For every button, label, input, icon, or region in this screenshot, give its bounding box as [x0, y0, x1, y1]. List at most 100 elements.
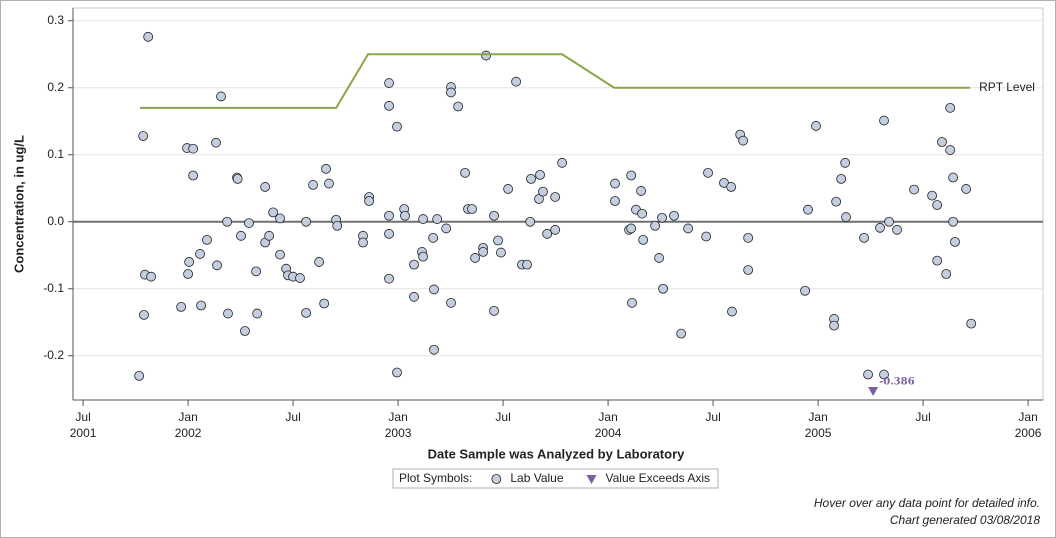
data-point: [332, 220, 343, 231]
x-tick-label-line: 2002: [175, 426, 202, 440]
data-point: [143, 31, 154, 42]
data-point: [636, 186, 646, 196]
y-axis-title: Concentration, in ug/L: [11, 135, 26, 273]
x-tick-label-line: Jul: [285, 410, 300, 424]
data-point: [364, 196, 375, 206]
exceeds-marker: [868, 387, 879, 396]
data-point: [637, 208, 648, 219]
data-point: [321, 163, 331, 174]
data-point: [441, 223, 452, 234]
data-point: [446, 297, 456, 308]
data-point: [932, 200, 943, 210]
data-point: [232, 173, 243, 184]
data-point: [470, 253, 481, 263]
data-point: [526, 173, 536, 184]
legend: Plot Symbols: Lab Value Value Exceeds Axis: [392, 468, 719, 489]
data-point: [324, 178, 334, 189]
data-point: [950, 236, 960, 247]
footnote: Chart generated 03/08/2018: [890, 513, 1040, 527]
data-point: [676, 328, 687, 339]
data-point: [489, 210, 499, 221]
data-point: [418, 214, 428, 224]
data-point: [467, 204, 477, 214]
data-point: [212, 260, 222, 271]
data-point: [638, 234, 649, 245]
plot-area: [72, 7, 1044, 401]
x-tick-label-line: Jul: [75, 410, 90, 424]
y-tick-label: 0.1: [47, 147, 64, 161]
data-point: [961, 184, 972, 194]
data-point: [909, 184, 919, 195]
x-tick-label: Jan 2002: [175, 410, 202, 440]
data-point: [803, 204, 813, 215]
data-point: [453, 101, 464, 112]
footnote: Hover over any data point for detailed i…: [814, 496, 1040, 510]
data-point: [428, 232, 439, 243]
data-point: [392, 367, 402, 378]
data-point: [658, 283, 669, 294]
data-point: [183, 269, 193, 279]
data-point: [134, 370, 145, 381]
data-point: [314, 257, 325, 267]
data-point: [550, 192, 561, 202]
data-point: [252, 308, 263, 319]
data-point: [319, 298, 330, 309]
data-point: [400, 210, 410, 221]
data-point: [460, 167, 470, 178]
data-point: [875, 222, 885, 233]
x-tick-label-line: Jul: [495, 410, 510, 424]
data-point: [216, 91, 226, 102]
data-point: [542, 228, 553, 239]
value-label: -0.386: [879, 377, 915, 388]
x-tick-label: Jul: [915, 410, 930, 424]
data-point: [683, 223, 693, 234]
x-tick-label: Jan 2006: [1015, 410, 1042, 440]
data-point: [223, 308, 233, 319]
data-point: [240, 326, 250, 336]
data-point: [358, 237, 368, 248]
legend-label: Value Exceeds Axis: [606, 471, 711, 485]
x-tick-label: Jul: [285, 410, 300, 424]
data-point: [301, 307, 312, 318]
data-point: [525, 216, 536, 227]
data-point: [743, 232, 754, 243]
data-point: [384, 78, 394, 88]
data-point: [743, 265, 754, 275]
data-point: [384, 228, 394, 239]
data-point: [557, 157, 567, 168]
y-tick-label: -0.1: [43, 281, 64, 295]
data-point: [418, 251, 428, 262]
data-point: [701, 231, 712, 242]
data-point: [945, 145, 956, 155]
y-tick-label: -0.2: [43, 348, 64, 362]
data-point: [188, 170, 199, 181]
x-tick-label-line: Jan: [598, 410, 617, 424]
data-point: [308, 180, 318, 190]
data-point: [945, 102, 956, 113]
data-point: [941, 269, 952, 279]
data-point: [195, 249, 205, 259]
x-tick-label-line: 2006: [1015, 426, 1042, 440]
x-tick-label: Jul: [705, 410, 720, 424]
data-point: [264, 230, 275, 241]
x-tick-label-line: Jan: [808, 410, 827, 424]
data-point: [384, 273, 394, 284]
data-point: [610, 178, 620, 189]
data-point: [275, 249, 285, 260]
x-tick-label-line: Jan: [388, 410, 407, 424]
data-point: [879, 115, 889, 126]
data-point: [657, 212, 667, 223]
data-point: [703, 167, 713, 178]
data-point: [654, 253, 665, 263]
data-point: [432, 214, 443, 224]
data-point: [966, 318, 977, 329]
data-point: [879, 369, 889, 380]
data-point: [429, 344, 439, 355]
data-point: [384, 100, 394, 111]
data-point: [829, 320, 839, 331]
data-point: [236, 230, 246, 241]
data-point: [481, 50, 491, 61]
data-point: [859, 232, 869, 243]
data-point: [836, 173, 847, 184]
